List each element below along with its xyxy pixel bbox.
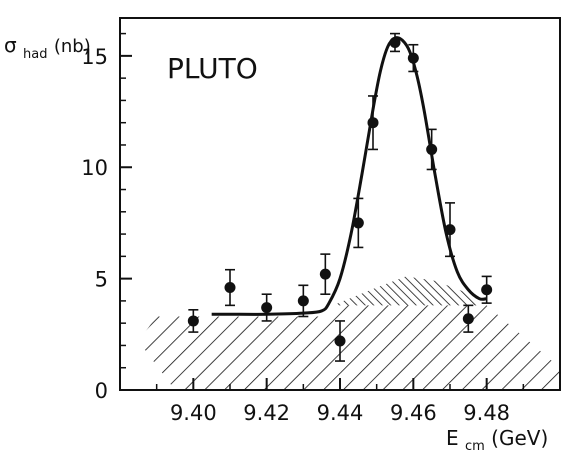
data-marker (462, 313, 474, 325)
background-hatch (138, 305, 561, 390)
x-tick-label: 9.40 (170, 401, 217, 425)
x-tick-label: 9.44 (317, 401, 364, 425)
data-point (389, 32, 401, 53)
y-tick-label: 5 (95, 268, 108, 292)
y-axis-symbol: σ (4, 33, 17, 57)
svg-text:E cm (GeV): E cm (GeV) (446, 426, 548, 453)
data-points (187, 32, 493, 362)
data-marker (426, 143, 438, 155)
data-point (407, 43, 419, 73)
data-point (367, 95, 379, 151)
data-point (481, 275, 493, 304)
experiment-label: PLUTO (167, 52, 258, 85)
radiative-tail-band (332, 276, 483, 306)
y-axis-label: σ had (nb) (4, 33, 91, 63)
data-point (444, 202, 456, 258)
data-point (426, 128, 438, 171)
data-marker (352, 217, 364, 229)
fit-curve (211, 36, 487, 316)
svg-text:σ had (nb): σ had (nb) (4, 33, 91, 63)
data-marker (481, 284, 493, 296)
data-point (261, 293, 273, 322)
data-marker (297, 295, 309, 307)
data-marker (367, 117, 379, 129)
y-tick-label: 10 (81, 156, 108, 180)
y-tick-label: 0 (95, 379, 108, 403)
y-axis-ticks: 0 5 10 15 (81, 32, 132, 403)
radiative-tail-hatch (332, 276, 483, 306)
data-marker (319, 268, 331, 280)
data-marker (224, 282, 236, 294)
data-point (462, 304, 474, 333)
x-tick-label: 9.42 (243, 401, 290, 425)
data-point (319, 253, 331, 296)
data-point (334, 320, 346, 362)
x-axis-symbol: E (446, 426, 459, 450)
data-marker (187, 315, 199, 327)
data-marker (407, 52, 419, 64)
x-axis-unit: (GeV) (491, 426, 548, 450)
x-tick-label: 9.48 (463, 401, 510, 425)
x-axis-label: E cm (GeV) (446, 426, 548, 453)
data-point (297, 284, 309, 318)
x-axis-subscript: cm (465, 439, 485, 453)
data-point (352, 197, 364, 249)
data-marker (334, 335, 346, 347)
x-axis-ticks: 9.40 9.42 9.44 9.46 9.48 (155, 378, 561, 425)
x-tick-label: 9.46 (390, 401, 437, 425)
background-band (138, 305, 561, 390)
data-marker (261, 302, 273, 314)
y-tick-label: 15 (81, 45, 108, 69)
data-marker (444, 224, 456, 236)
y-axis-subscript: had (23, 47, 47, 62)
data-marker (389, 37, 401, 49)
data-point (187, 309, 199, 333)
data-point (224, 268, 236, 307)
y-axis-unit: (nb) (54, 36, 91, 57)
